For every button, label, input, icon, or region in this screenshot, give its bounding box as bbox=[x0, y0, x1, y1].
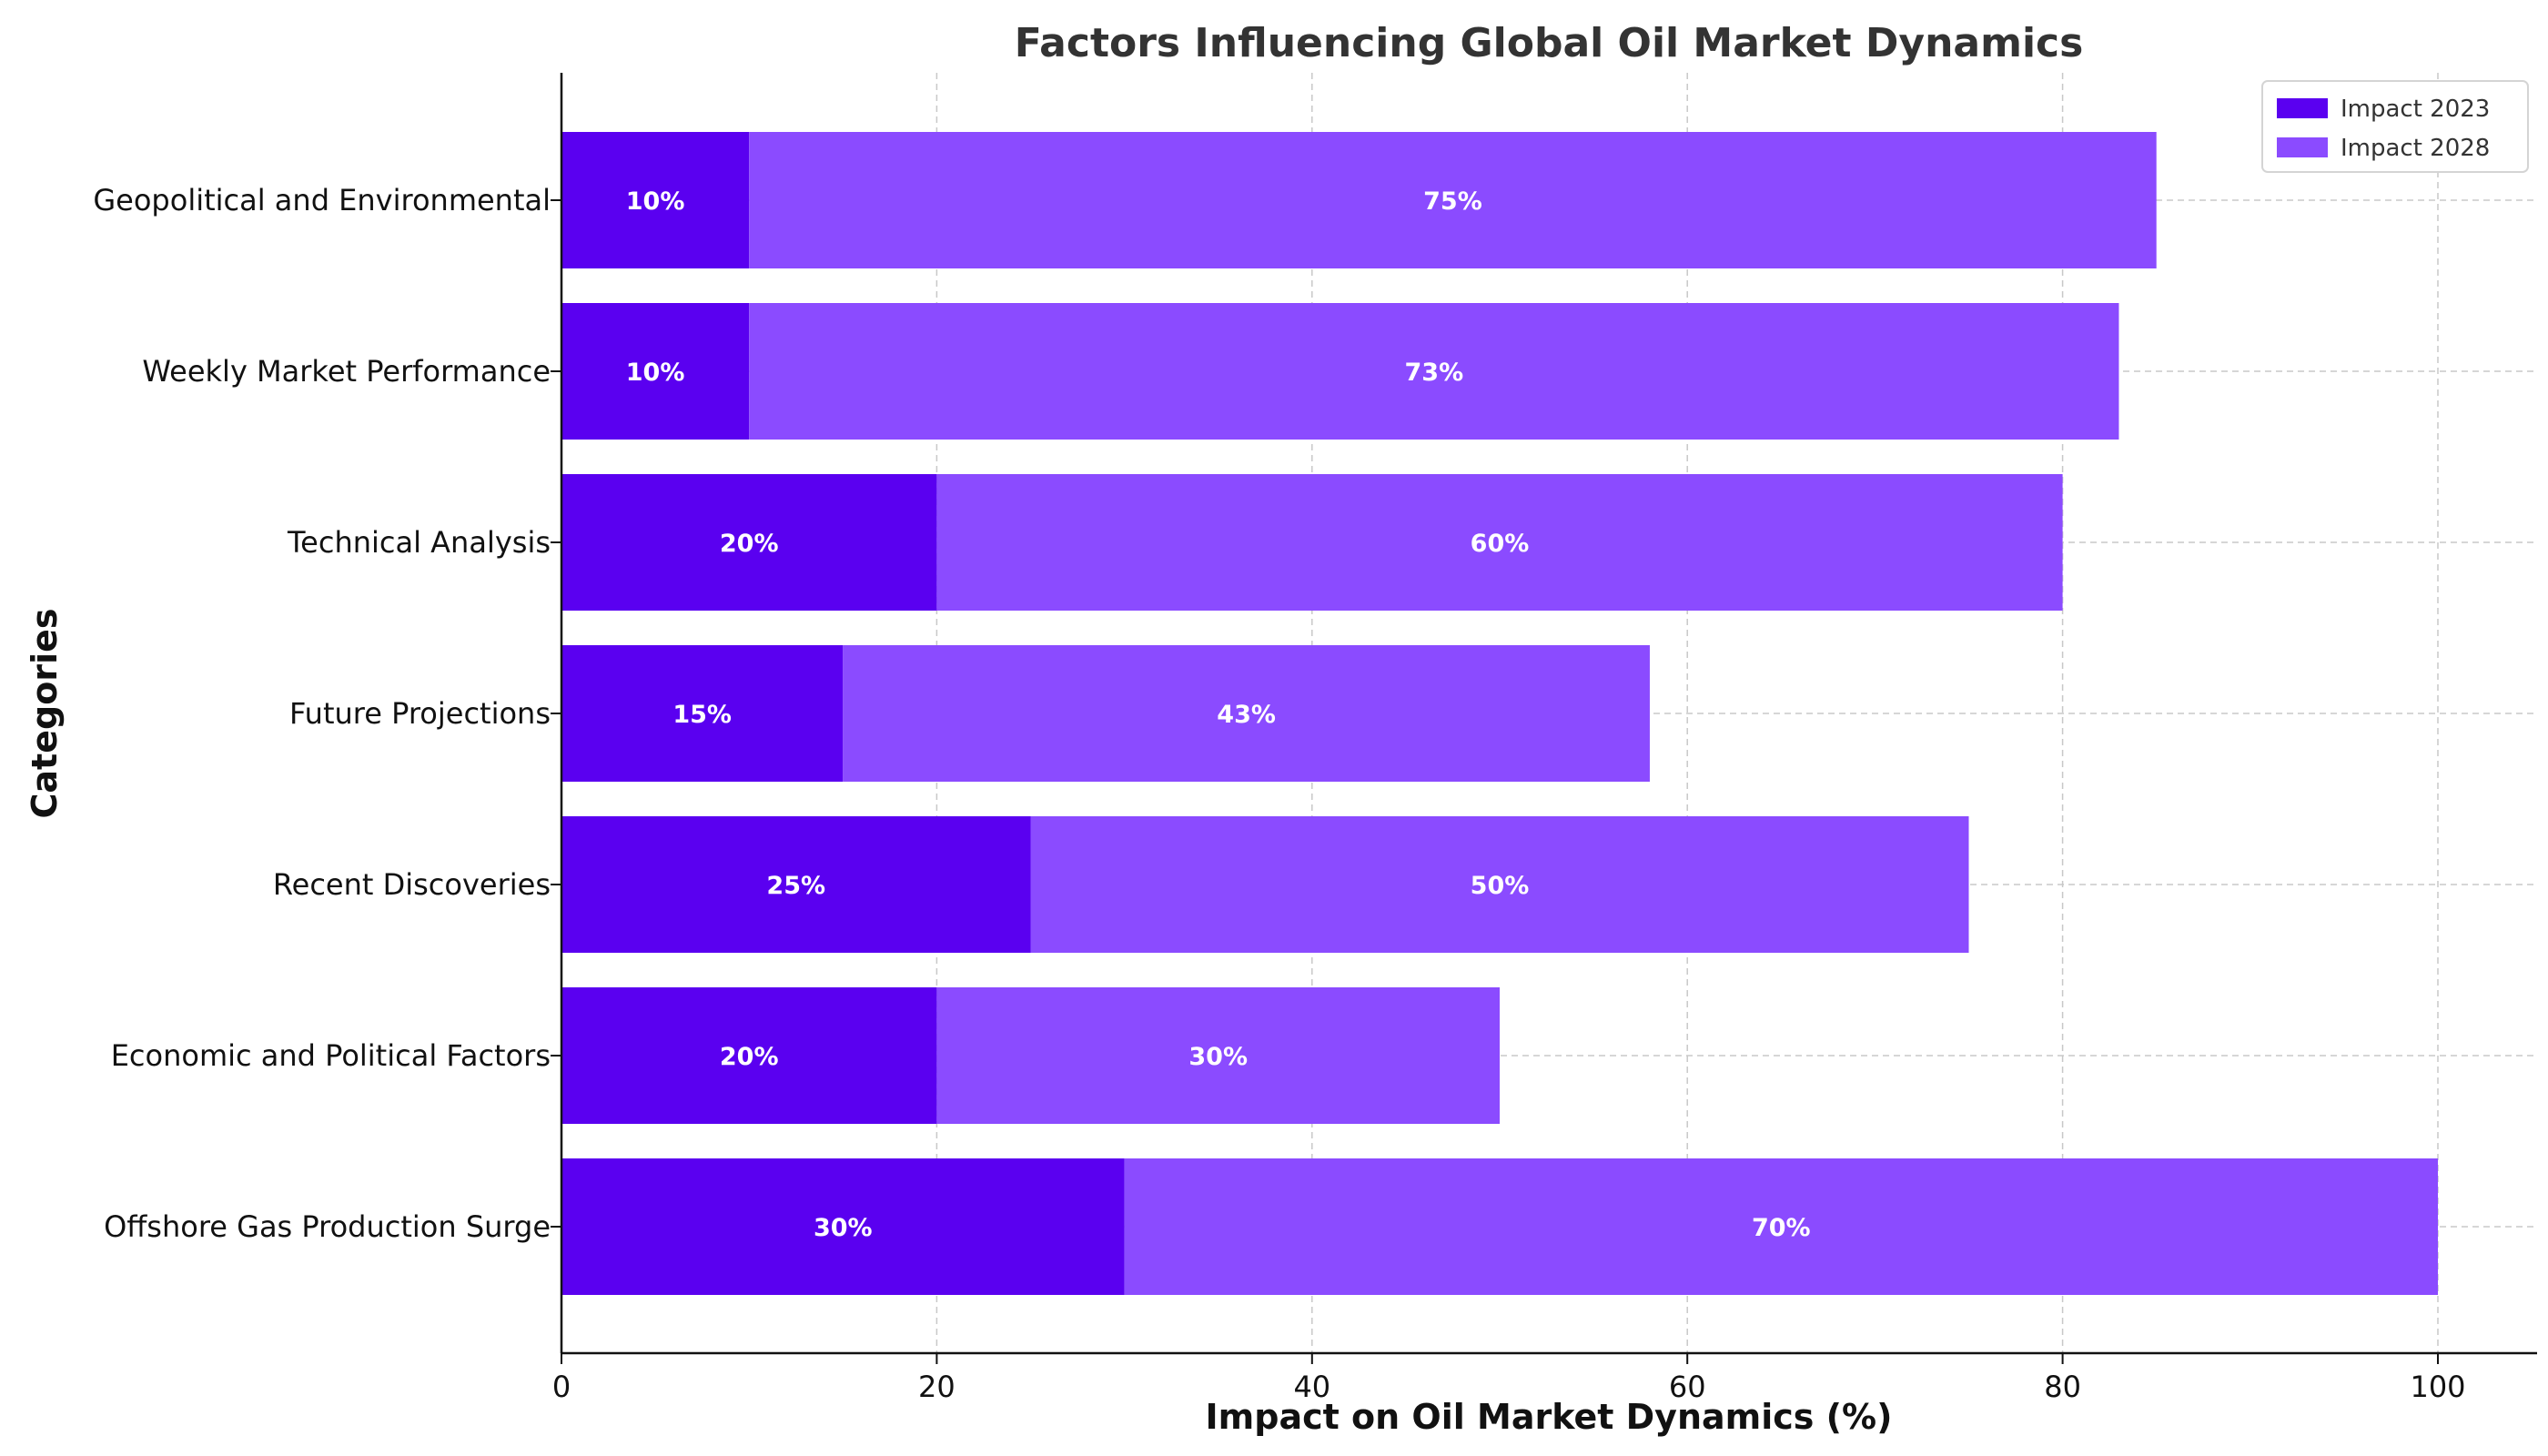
bar-value-label: 30% bbox=[814, 1214, 873, 1242]
bar-impact-2023 bbox=[561, 1158, 1125, 1295]
bar-value-label: 70% bbox=[1752, 1214, 1811, 1242]
y-tick-label: Technical Analysis bbox=[287, 525, 551, 560]
y-axis-title: Categories bbox=[25, 609, 65, 819]
bar-value-label: 10% bbox=[626, 187, 685, 216]
bar-impact-2023 bbox=[561, 303, 750, 440]
bar-impact-2028 bbox=[1030, 816, 1969, 953]
x-tick-label: 100 bbox=[2410, 1370, 2465, 1404]
y-tick-label: Economic and Political Factors bbox=[111, 1038, 551, 1073]
bar-value-label: 10% bbox=[626, 359, 685, 387]
bar-impact-2028 bbox=[749, 132, 2157, 268]
bar-value-label: 60% bbox=[1471, 530, 1530, 558]
bar-value-label: 50% bbox=[1471, 872, 1530, 900]
bar-value-label: 15% bbox=[672, 701, 732, 729]
bar-impact-2023 bbox=[561, 645, 844, 782]
bar-value-label: 73% bbox=[1405, 359, 1464, 387]
bar-impact-2023 bbox=[561, 816, 1031, 953]
legend-box bbox=[2261, 80, 2529, 173]
bar-value-label: 25% bbox=[766, 872, 825, 900]
bar-impact-2023 bbox=[561, 474, 937, 611]
bars-layer bbox=[561, 132, 2438, 1295]
text-layer: Factors Influencing Global Oil Market Dy… bbox=[25, 20, 2466, 1437]
y-tick-label: Recent Discoveries bbox=[273, 867, 551, 902]
bar-impact-2028 bbox=[936, 987, 1500, 1124]
bar-value-label: 43% bbox=[1217, 701, 1276, 729]
legend-label: Impact 2023 bbox=[2341, 96, 2490, 123]
legend-label: Impact 2028 bbox=[2341, 135, 2490, 162]
x-tick-label: 60 bbox=[1669, 1370, 1706, 1404]
legend-swatch-impact-2028 bbox=[2277, 137, 2328, 157]
legend-swatch-impact-2023 bbox=[2277, 98, 2328, 118]
bar-value-label: 30% bbox=[1188, 1043, 1248, 1071]
x-tick-label: 0 bbox=[552, 1370, 571, 1404]
y-tick-label: Offshore Gas Production Surge bbox=[104, 1209, 551, 1244]
x-tick-label: 40 bbox=[1293, 1370, 1330, 1404]
bar-impact-2023 bbox=[561, 132, 750, 268]
bar-impact-2028 bbox=[1124, 1158, 2438, 1295]
chart-title: Factors Influencing Global Oil Market Dy… bbox=[1015, 20, 2084, 66]
bar-value-label: 20% bbox=[720, 530, 779, 558]
bar-value-label: 75% bbox=[1423, 187, 1482, 216]
y-tick-label: Weekly Market Performance bbox=[142, 354, 551, 389]
bar-impact-2028 bbox=[936, 474, 2063, 611]
legend: Impact 2023 Impact 2028 bbox=[2261, 80, 2529, 173]
axes-layer bbox=[551, 73, 2537, 1364]
y-tick-label: Geopolitical and Environmental bbox=[93, 183, 551, 217]
y-tick-label: Future Projections bbox=[289, 696, 551, 731]
bar-value-label: 20% bbox=[720, 1043, 779, 1071]
x-tick-label: 80 bbox=[2044, 1370, 2081, 1404]
x-axis-title: Impact on Oil Market Dynamics (%) bbox=[1206, 1397, 1893, 1437]
bar-impact-2023 bbox=[561, 987, 937, 1124]
x-tick-label: 20 bbox=[918, 1370, 956, 1404]
bar-impact-2028 bbox=[843, 645, 1650, 782]
bar-impact-2028 bbox=[749, 303, 2119, 440]
